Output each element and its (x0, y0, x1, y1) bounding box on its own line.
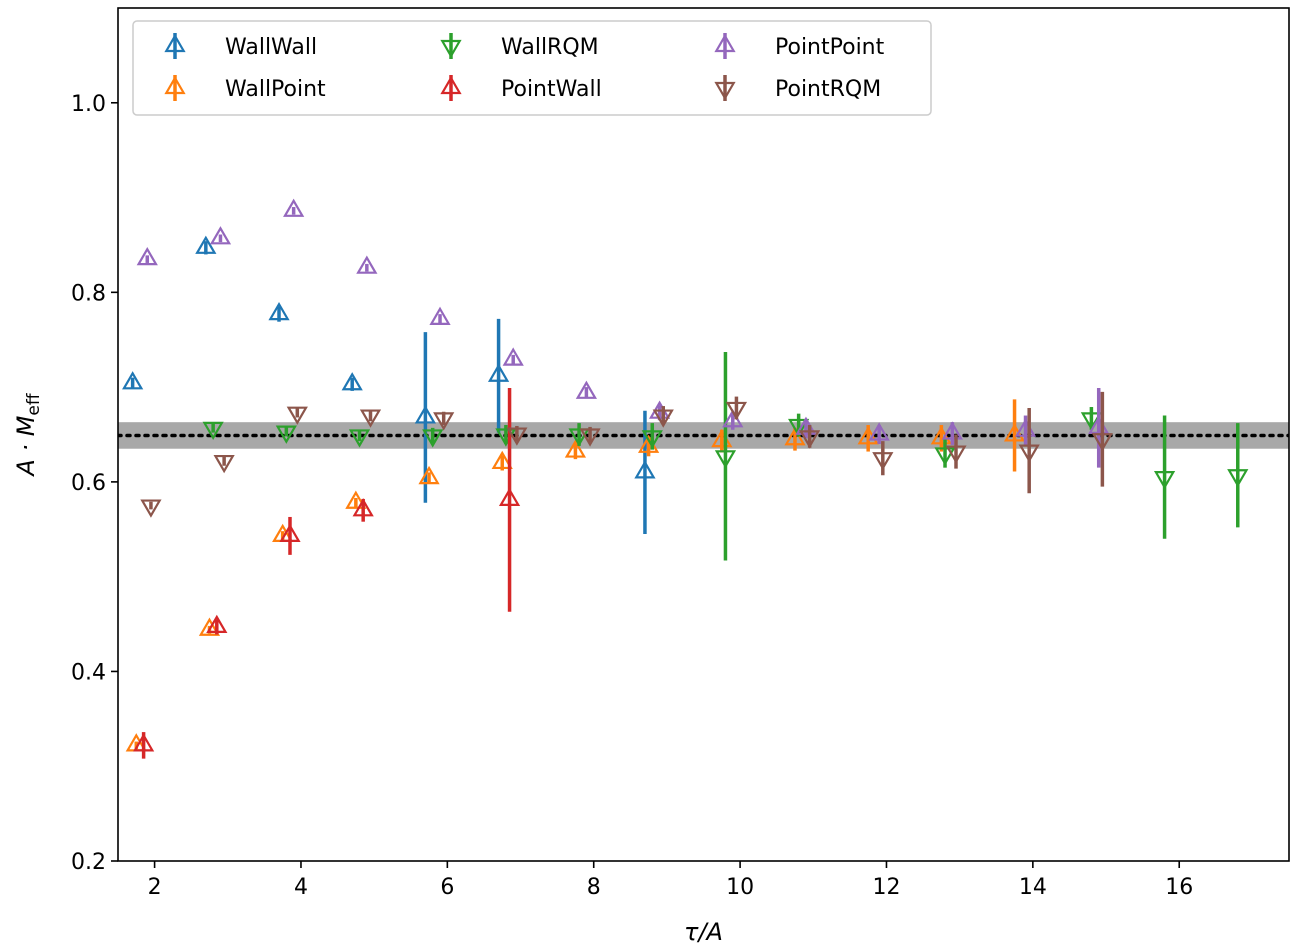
data-point (268, 301, 290, 321)
series-wallrqm (202, 352, 1249, 561)
legend-label: WallWall (225, 35, 317, 60)
data-point (714, 450, 737, 469)
y-axis-label: A · Meff (12, 392, 44, 477)
data-point (784, 427, 806, 446)
legend-item-pointwall: PointWall (440, 75, 602, 102)
data-point (872, 452, 894, 471)
data-point (136, 246, 158, 266)
data-point (634, 460, 656, 479)
legend-marker (714, 81, 736, 101)
legend-label: WallPoint (225, 77, 326, 102)
series-pointrqm (140, 391, 1113, 518)
legend-marker (164, 33, 186, 53)
legend-marker (714, 33, 736, 53)
data-point (506, 427, 528, 446)
data-point (788, 418, 810, 438)
y-tick-label: 0.8 (71, 281, 106, 306)
series-pointwall (133, 388, 521, 759)
data-point (564, 439, 587, 458)
data-point (799, 430, 821, 449)
data-point (641, 430, 663, 449)
y-tick-label: 1.0 (71, 92, 106, 117)
x-tick-label: 8 (587, 875, 601, 900)
data-point (140, 499, 162, 518)
legend: WallWall WallPoint WallRQM PointWall PointPo… (132, 20, 932, 116)
x-tick-label: 4 (294, 875, 308, 900)
x-tick-label: 16 (1165, 875, 1193, 900)
data-point (202, 421, 224, 441)
data-point (487, 363, 510, 382)
data-point (275, 425, 297, 444)
y-axis-label-main: A · M (12, 415, 40, 477)
data-point (209, 226, 232, 245)
data-point (418, 465, 440, 485)
data-point (725, 401, 748, 421)
data-point (341, 372, 363, 391)
plot-area (118, 198, 1289, 759)
data-point (579, 428, 601, 447)
data-point (941, 421, 963, 440)
y-tick-label: 0.6 (71, 471, 106, 496)
data-point (356, 255, 378, 274)
data-point (934, 447, 956, 466)
legend-item-wallrqm: WallRQM (440, 33, 599, 60)
data-point (429, 306, 451, 325)
data-point (414, 405, 436, 424)
data-point (133, 733, 155, 752)
x-tick-label: 10 (726, 875, 754, 900)
axes: 2 4 6 8 10 12 14 16 0.2 0.4 0.6 0.8 1.0 (71, 7, 1290, 900)
legend-label: WallRQM (501, 35, 599, 60)
data-point (1227, 469, 1249, 488)
legend-marker (164, 75, 186, 95)
data-point (1153, 471, 1176, 490)
data-point (868, 422, 890, 441)
data-point (359, 409, 382, 428)
x-axis-label: τ/A (684, 918, 723, 946)
x-tick-label: 14 (1019, 875, 1047, 900)
data-point (213, 454, 235, 474)
series-wallpoint (125, 399, 1026, 752)
y-axis-label-subscript: eff (24, 392, 44, 415)
data-point (286, 406, 308, 425)
data-point (575, 380, 598, 399)
data-point (348, 429, 371, 448)
legend-item-wallwall: WallWall (164, 33, 317, 60)
data-point (498, 487, 521, 506)
legend-label: PointRQM (775, 77, 881, 102)
x-tick-label: 12 (872, 875, 900, 900)
y-tick-label: 0.4 (71, 660, 106, 685)
x-tick-label: 6 (440, 875, 454, 900)
data-point (652, 409, 674, 428)
data-point (198, 617, 221, 636)
data-point (433, 412, 455, 431)
data-point (345, 490, 367, 509)
data-point (945, 445, 967, 464)
legend-box (132, 20, 932, 116)
data-point (352, 498, 374, 517)
plot-frame (117, 7, 1290, 862)
legend-marker (440, 75, 462, 95)
data-point (422, 429, 444, 448)
data-point (195, 235, 217, 254)
data-point (1018, 444, 1040, 463)
x-tick-label: 2 (148, 875, 162, 900)
data-point (283, 198, 305, 217)
data-point (568, 428, 590, 447)
legend-item-pointpoint: PointPoint (714, 33, 885, 60)
legend-item-wallpoint: WallPoint (164, 75, 326, 102)
legend-label: PointWall (501, 77, 602, 102)
legend-label: PointPoint (775, 35, 885, 60)
data-point (502, 347, 524, 366)
legend-marker (440, 39, 462, 59)
legend-item-pointrqm: PointRQM (714, 75, 881, 102)
data-point (491, 450, 513, 470)
data-point (1091, 433, 1113, 452)
data-point (279, 523, 301, 543)
data-point (122, 371, 144, 390)
series-wallwall (122, 235, 656, 535)
data-point (206, 614, 228, 633)
plot-content (118, 198, 1289, 759)
y-tick-label: 0.2 (71, 850, 106, 875)
